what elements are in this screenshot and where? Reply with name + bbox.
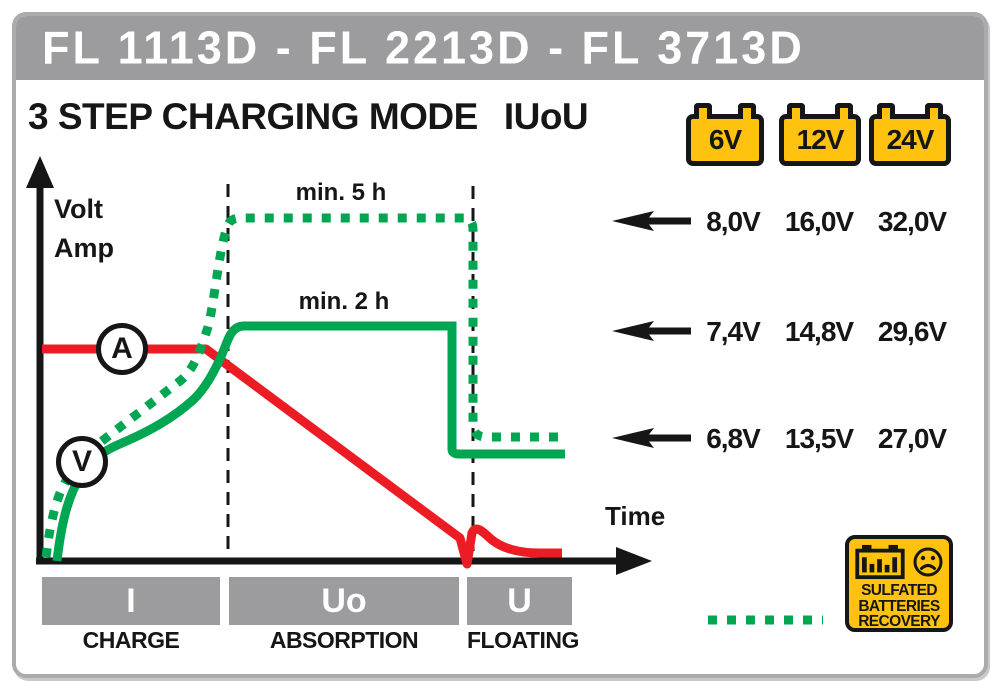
voltage-value: 14,8V: [784, 316, 854, 347]
voltage-value: 7,4V: [706, 316, 761, 347]
current-marker-circle: A: [96, 323, 148, 375]
x-axis-label-time: Time: [605, 501, 666, 531]
voltage-value: 27,0V: [877, 423, 947, 454]
page-title-mode: IUoU: [503, 96, 589, 137]
battery-terminal: [877, 103, 895, 119]
battery-6v-icon: 6V: [686, 103, 764, 166]
badge-line2: BATTERIES: [858, 597, 940, 615]
phase-bar-charge: I: [42, 577, 220, 625]
x-axis-arrow-icon: [616, 547, 652, 575]
badge-text: SULFATED BATTERIES RECOVERY: [849, 583, 949, 630]
voltage-row-absorption: 7,4V 14,8V 29,6V: [698, 316, 958, 348]
voltage-value: 8,0V: [706, 206, 761, 237]
page-title: 3 STEP CHARGING MODE IUoU: [28, 96, 589, 138]
y-axis-arrow-icon: [26, 156, 54, 188]
min-5h-annotation: min. 5 h: [295, 179, 387, 206]
phase-name-floating: FLOATING: [467, 627, 579, 653]
phase-bar-absorption: Uo: [229, 577, 459, 625]
left-arrow-icon-row3: [612, 428, 691, 448]
badge-line1: SULFATED: [861, 582, 937, 599]
header-band: FL 1113D - FL 2213D - FL 3713D: [16, 16, 984, 80]
badge-icons: [849, 544, 949, 580]
y-axis-label-amp: Amp: [54, 233, 114, 263]
voltage-value: 32,0V: [877, 206, 947, 237]
phase-name-charge: CHARGE: [82, 627, 180, 653]
battery-terminal: [835, 103, 853, 119]
battery-voltage-label: 6V: [708, 124, 742, 155]
voltage-value: 13,5V: [784, 423, 854, 454]
battery-12v-icon: 12V: [779, 103, 861, 166]
voltage-row-boost: 8,0V 16,0V 32,0V: [698, 206, 958, 238]
current-curve: [42, 344, 562, 569]
battery-terminal: [738, 103, 756, 119]
voltage-value: 16,0V: [784, 206, 854, 237]
battery-terminal: [694, 103, 712, 119]
badge-line3: RECOVERY: [858, 613, 940, 630]
phase-symbol: I: [126, 581, 136, 620]
voltage-row-floating: 6,8V 13,5V 27,0V: [698, 423, 958, 455]
battery-terminal: [925, 103, 943, 119]
phase-symbol: Uo: [321, 581, 367, 620]
current-marker-letter: A: [111, 332, 133, 365]
left-arrow-icon-row1: [612, 211, 691, 231]
page-title-main: 3 STEP CHARGING MODE: [28, 96, 478, 137]
voltage-marker-circle: V: [56, 436, 108, 488]
y-axis-label: Volt Amp: [54, 190, 114, 268]
voltage-marker-letter: V: [71, 445, 92, 478]
voltage-value: 6,8V: [706, 423, 761, 454]
phase-bar-floating: U: [467, 577, 572, 625]
min-2h-annotation: min. 2 h: [298, 288, 390, 315]
battery-voltage-label: 12V: [796, 124, 845, 155]
phase-name-absorption: ABSORPTION: [269, 627, 419, 653]
voltage-curve-dotted-recovery: [41, 213, 563, 558]
left-arrow-icon-row2: [612, 321, 691, 341]
y-axis-label-volt: Volt: [54, 194, 103, 224]
battery-terminal: [787, 103, 805, 119]
model-names-title: FL 1113D - FL 2213D - FL 3713D: [42, 20, 805, 75]
sulfated-recovery-badge: SULFATED BATTERIES RECOVERY: [845, 535, 953, 632]
phase-symbol: U: [507, 581, 532, 620]
sad-face-icon: [913, 547, 943, 577]
battery-voltage-label: 24V: [886, 124, 935, 155]
sulfated-battery-icon: [855, 544, 905, 580]
voltage-value: 29,6V: [877, 316, 947, 347]
battery-24v-icon: 24V: [869, 103, 951, 166]
